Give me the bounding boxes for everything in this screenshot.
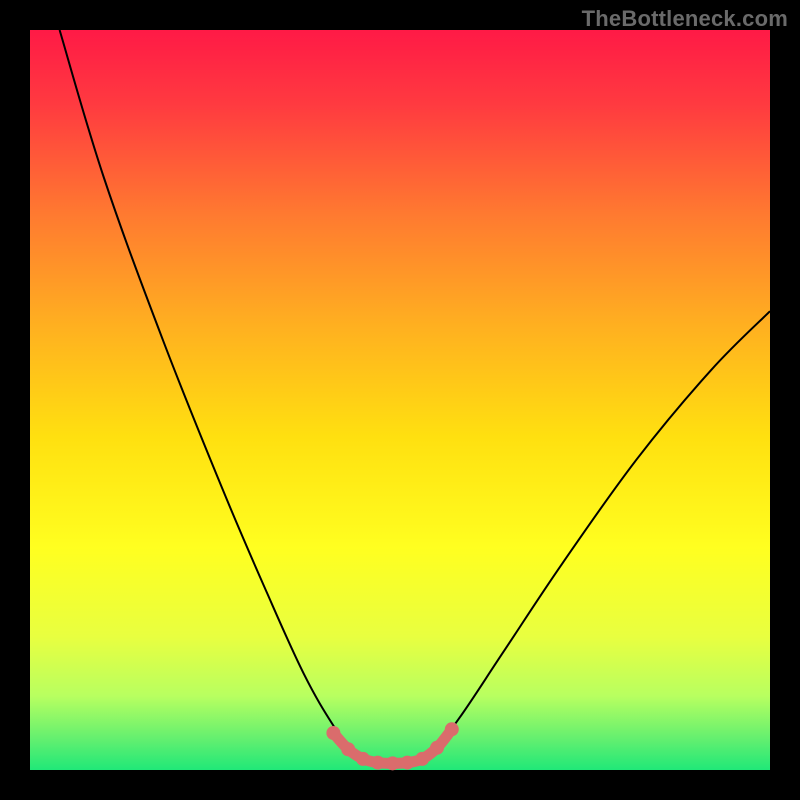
bottleneck-chart: [0, 0, 800, 800]
chart-container: TheBottleneck.com: [0, 0, 800, 800]
watermark: TheBottleneck.com: [582, 6, 788, 32]
plot-background: [30, 30, 770, 770]
